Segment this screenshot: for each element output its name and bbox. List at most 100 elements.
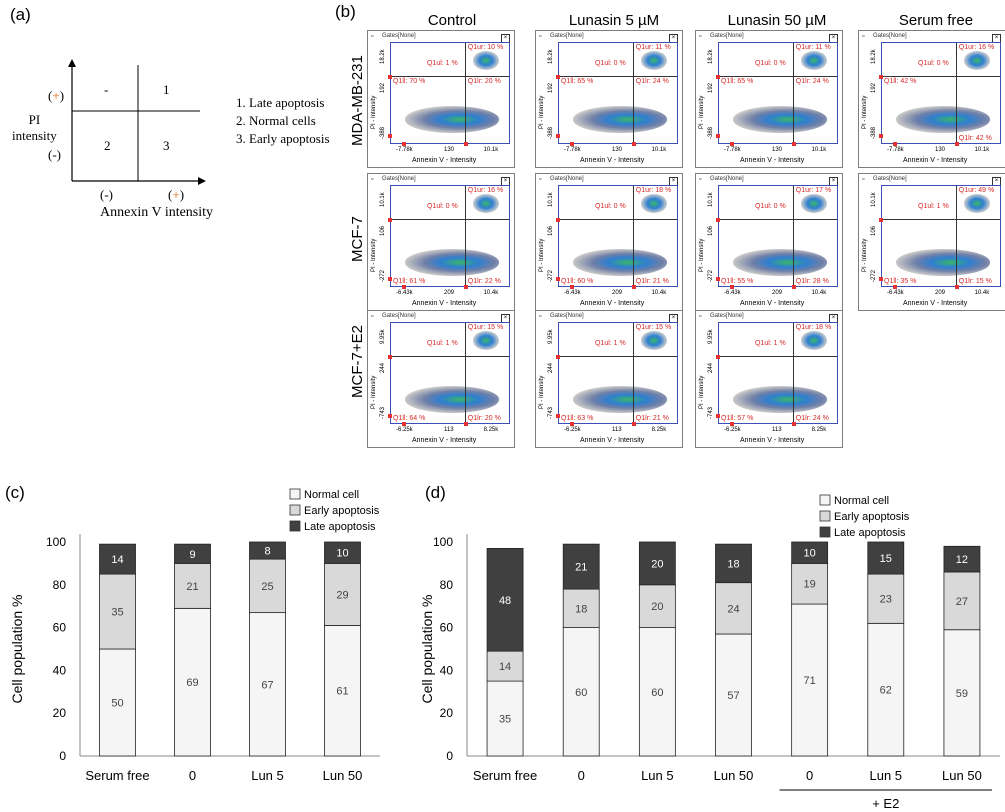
flow-plot-corner-mark: ▫ bbox=[862, 176, 865, 183]
flow-plot-r3-c2: ▫ Gates[None] × Q1ul: 1 % Q1ur: 15 % Q1ll: 63… bbox=[535, 310, 683, 448]
y-axis-label: Cell population % bbox=[419, 595, 435, 704]
flow-x-tick-label: 130 bbox=[772, 147, 783, 153]
flow-x-tick-label: 130 bbox=[444, 147, 455, 153]
flow-scatter-cloud bbox=[405, 106, 499, 133]
flow-plot-gates-label: Gates[None] bbox=[710, 176, 744, 182]
flow-y-tick-label: 10.1k bbox=[380, 192, 386, 208]
data-label-normal-cell: 69 bbox=[186, 677, 198, 689]
flow-quadrant-vertical-line bbox=[793, 186, 795, 286]
flow-quadrant-label-ul: Q1ul: 0 % bbox=[755, 60, 786, 68]
panel-a-quadrant-lr: 3 bbox=[163, 138, 170, 153]
data-label-normal-cell: 57 bbox=[727, 690, 739, 702]
x-tick-label: Lun 50 bbox=[323, 768, 363, 783]
flow-quadrant-label-ur: Q1ur: 17 % bbox=[795, 187, 832, 194]
flow-x-tick-label: 113 bbox=[444, 427, 454, 433]
bar-segment-early-apoptosis bbox=[486, 650, 524, 682]
bar-segment-normal-cell bbox=[791, 603, 829, 757]
flow-axis-marker bbox=[556, 217, 560, 222]
flow-scatter-cloud bbox=[573, 249, 667, 276]
flow-plot-area: Q1ul: 1 % Q1ur: 18 % Q1ll: 57 % Q1lr: 24 % bbox=[718, 322, 838, 424]
flow-plot-corner-mark: ▫ bbox=[862, 33, 865, 40]
flow-scatter-cloud bbox=[896, 249, 990, 276]
flow-scatter-cloud bbox=[573, 386, 667, 413]
flow-axis-marker bbox=[556, 413, 560, 418]
y-tick-label: 100 bbox=[433, 535, 453, 549]
flow-axis-marker bbox=[556, 74, 560, 79]
flow-axis-marker bbox=[730, 142, 734, 146]
data-label-late-apoptosis: 10 bbox=[336, 548, 348, 560]
flow-x-tick-label: 8.25k bbox=[811, 427, 827, 433]
flow-quadrant-label-ur: Q1ur: 16 % bbox=[958, 44, 995, 51]
flow-x-tick-label: 209 bbox=[935, 290, 946, 296]
legend-swatch-late-apoptosis bbox=[819, 526, 831, 538]
data-label-late-apoptosis: 12 bbox=[956, 554, 968, 566]
flow-y-tick-label: -388 bbox=[380, 126, 386, 139]
flow-quadrant-label-ul: Q1ul: 0 % bbox=[595, 203, 626, 211]
data-label-early-apoptosis: 27 bbox=[956, 596, 968, 608]
flow-x-tick-label: 10.1k bbox=[974, 147, 990, 153]
flow-y-axis-label: PI - Intensity bbox=[371, 95, 377, 129]
data-label-late-apoptosis: 21 bbox=[575, 562, 587, 574]
flow-plot-corner-mark: ▫ bbox=[539, 33, 542, 40]
flow-x-axis-label: Annexin V - Intensity bbox=[580, 300, 645, 307]
flow-axis-marker bbox=[464, 142, 469, 146]
x-tick-label: Lun 50 bbox=[714, 768, 754, 783]
flow-plot-gates-label: Gates[None] bbox=[873, 33, 907, 39]
flow-quadrant-horizontal-line bbox=[391, 75, 509, 77]
flow-plot-r1-c3: ▫ Gates[None] × Q1ul: 0 % Q1ur: 11 % Q1ll: 65… bbox=[695, 30, 843, 168]
flow-axis-marker bbox=[879, 74, 883, 79]
flow-quadrant-label-ur: Q1ur: 16 % bbox=[467, 187, 504, 194]
bar-segment-normal-cell bbox=[715, 633, 752, 757]
flow-plot-gates-label: Gates[None] bbox=[382, 176, 416, 182]
flow-x-tick-label: 10.4k bbox=[811, 290, 827, 296]
bar-segment-early-apoptosis bbox=[943, 571, 981, 631]
flow-quadrant-label-lr: Q1lr: 28 % bbox=[795, 278, 829, 285]
legend-label-early-apoptosis: Early apoptosis bbox=[304, 505, 380, 517]
flow-y-axis-label: PI - Intensity bbox=[371, 238, 377, 272]
flow-quadrant-label-ll: Q1ll: 70 % bbox=[393, 77, 426, 85]
flow-quadrant-horizontal-line bbox=[882, 218, 1000, 220]
flow-row-header-mda-mb-231: MDA-MB-231 bbox=[349, 55, 366, 146]
panel-a-y-minus: (-) bbox=[48, 147, 61, 162]
bar-segment-late-apoptosis bbox=[324, 541, 361, 564]
e2-group-label: + E2 bbox=[872, 796, 899, 811]
flow-x-tick-label: -7.78k bbox=[396, 147, 413, 153]
flow-plot-corner-mark: ▫ bbox=[539, 313, 542, 320]
flow-x-tick-label: 10.4k bbox=[483, 290, 499, 296]
legend-label-late-apoptosis: Late apoptosis bbox=[834, 527, 906, 539]
flow-plot-r1-c1: ▫ Gates[None] × Q1ul: 1 % Q1ur: 10 % Q1ll: 70… bbox=[367, 30, 515, 168]
bar-segment-early-apoptosis bbox=[99, 573, 136, 650]
flow-y-tick-label: 18.2k bbox=[871, 49, 877, 65]
y-tick-label: 20 bbox=[53, 706, 67, 720]
bar-segment-late-apoptosis bbox=[99, 543, 136, 575]
panel-b-letter: (b) bbox=[335, 2, 356, 21]
flow-y-tick-label: 106 bbox=[380, 225, 386, 236]
flow-column-header-lunasin-5: Lunasin 5 µM bbox=[568, 12, 660, 29]
flow-y-tick-label: 106 bbox=[871, 225, 877, 236]
data-label-early-apoptosis: 21 bbox=[186, 581, 198, 593]
bar-segment-normal-cell bbox=[324, 625, 361, 757]
flow-quadrant-label-ll: Q1ll: 55 % bbox=[721, 278, 754, 285]
y-tick-label: 0 bbox=[446, 749, 453, 763]
flow-y-axis-label: PI - Intensity bbox=[371, 375, 377, 409]
bar-segment-normal-cell bbox=[562, 627, 600, 757]
flow-scatter-cloud-upper bbox=[800, 51, 827, 70]
flow-plot-gates-label: Gates[None] bbox=[873, 176, 907, 182]
flow-x-axis-label: Annexin V - Intensity bbox=[412, 437, 477, 444]
data-label-late-apoptosis: 48 bbox=[499, 595, 511, 607]
bar-segment-late-apoptosis bbox=[638, 541, 676, 586]
flow-y-axis-label: PI - Intensity bbox=[539, 238, 545, 272]
bar-segment-early-apoptosis bbox=[791, 563, 829, 605]
flow-quadrant-label-lr: Q1lr: 24 % bbox=[795, 77, 829, 85]
flow-y-tick-label: 244 bbox=[548, 362, 554, 373]
flow-axis-marker bbox=[402, 285, 406, 289]
flow-column-header-serum-free: Serum free bbox=[898, 12, 974, 29]
flow-quadrant-vertical-line bbox=[465, 43, 467, 143]
flow-axis-marker bbox=[716, 413, 720, 418]
flow-y-tick-label: 192 bbox=[548, 82, 554, 93]
flow-quadrant-label-ur: Q1ur: 49 % bbox=[958, 187, 995, 194]
flow-axis-marker bbox=[893, 285, 897, 289]
panel-a-legend-item-2: 2. Normal cells bbox=[236, 113, 316, 128]
data-label-normal-cell: 62 bbox=[880, 685, 892, 697]
